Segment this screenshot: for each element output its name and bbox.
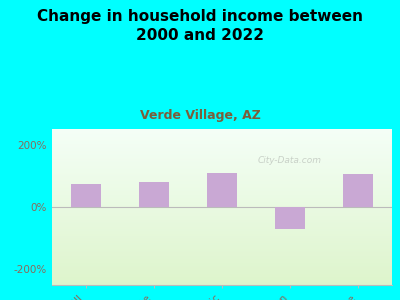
Bar [343, 174, 373, 207]
Bar [207, 173, 237, 207]
Bar [275, 207, 305, 229]
Text: Change in household income between
2000 and 2022: Change in household income between 2000 … [37, 9, 363, 43]
Bar [139, 182, 169, 207]
Text: Verde Village, AZ: Verde Village, AZ [140, 110, 260, 122]
Bar [71, 184, 101, 207]
Text: City-Data.com: City-Data.com [258, 156, 322, 165]
